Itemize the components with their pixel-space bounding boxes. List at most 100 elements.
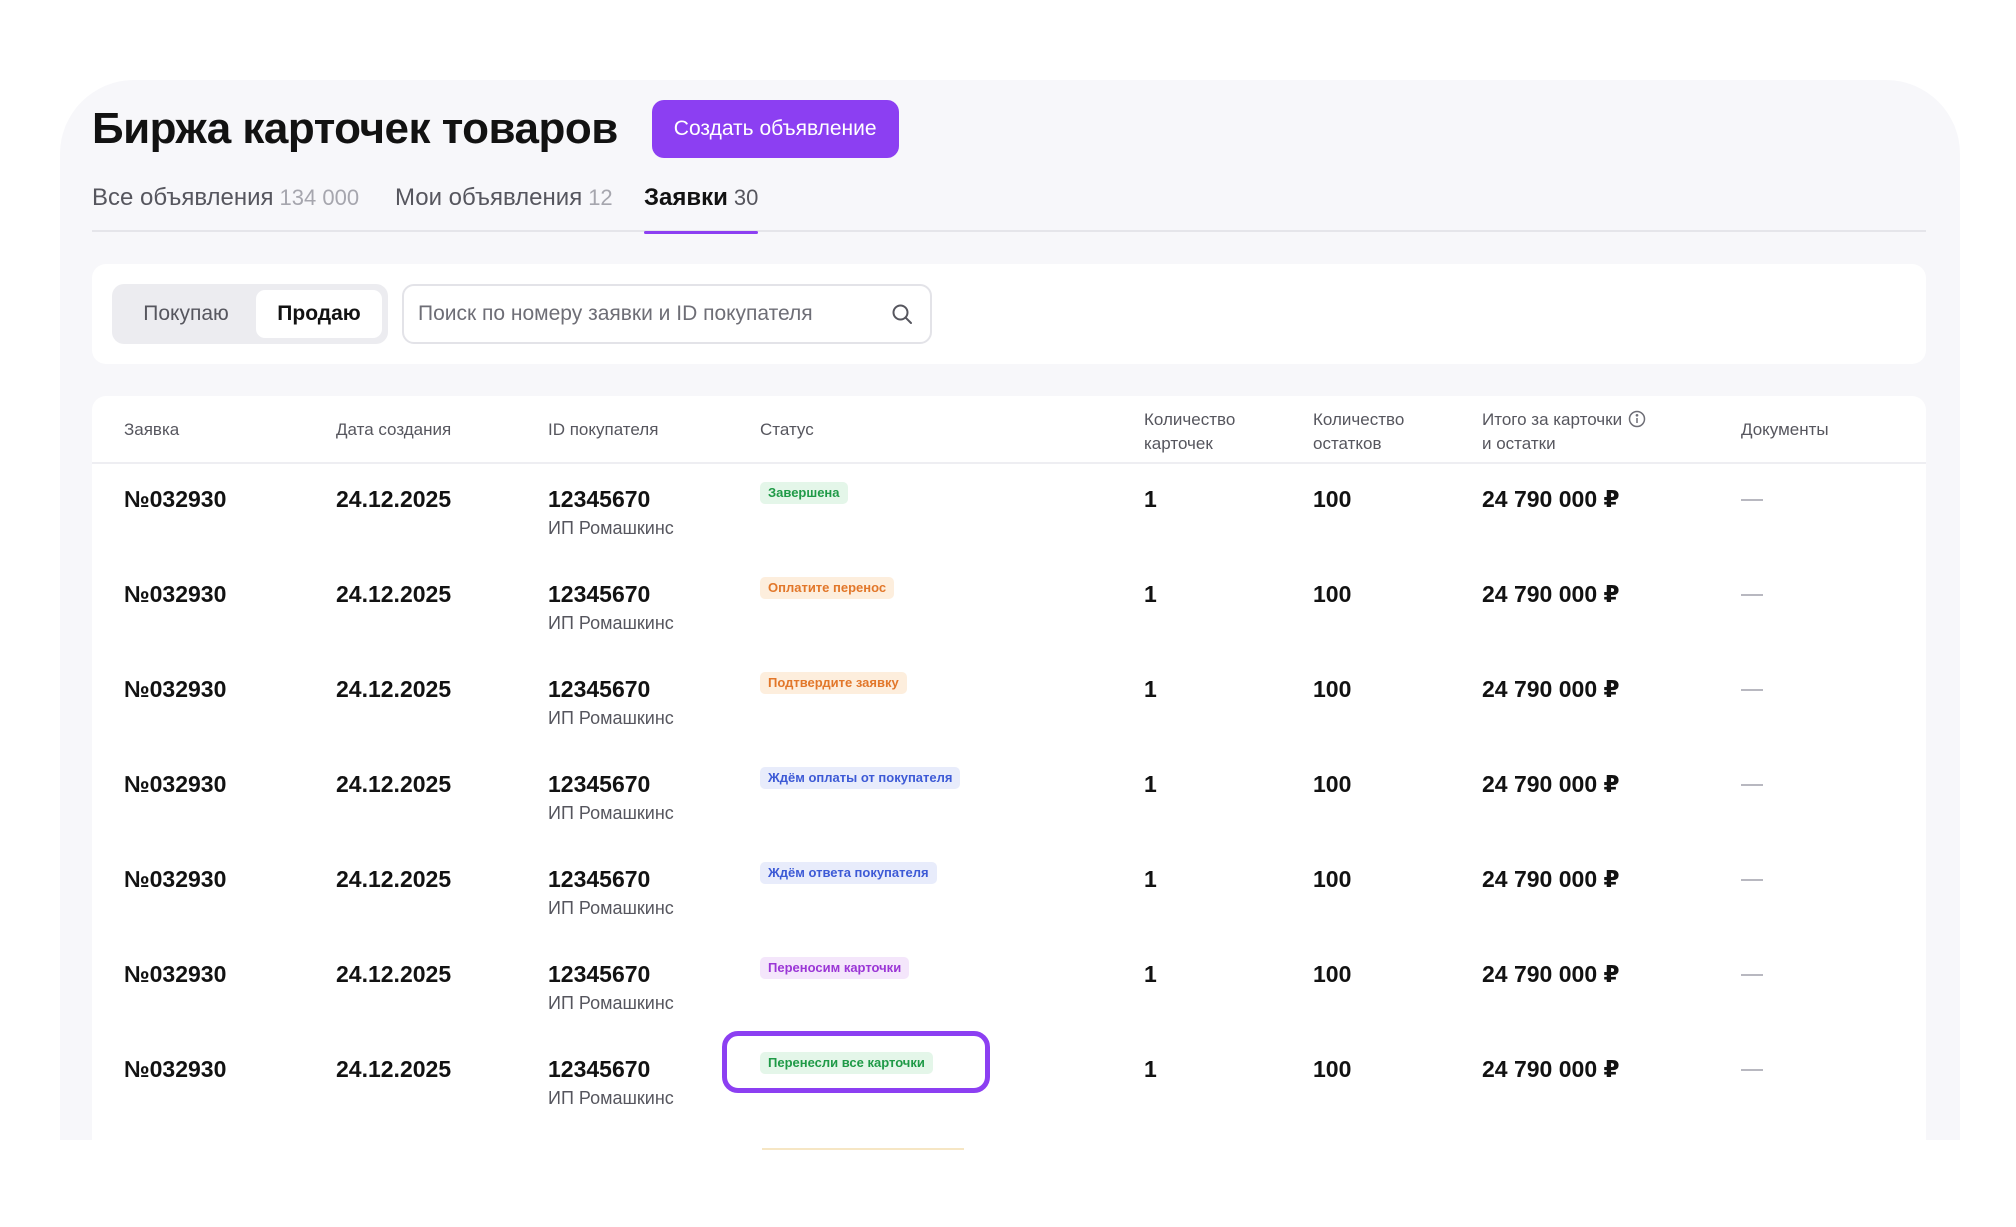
- filter-panel: Покупаю Продаю: [92, 264, 1926, 364]
- buyer-id: 12345670: [548, 771, 651, 797]
- created-date: 24.12.2025: [336, 771, 452, 797]
- requests-table: Заявка Дата создания ID покупателя Стату…: [92, 396, 1926, 1140]
- column-cards-count: Количество карточек: [1144, 408, 1344, 456]
- tab-bar: Все объявления 134 000 Мои объявления 12 З…: [92, 184, 1926, 234]
- created-date: 24.12.2025: [336, 676, 452, 702]
- total-amount: 24 790 000 ₽: [1482, 771, 1620, 797]
- request-number[interactable]: №032930: [124, 771, 227, 797]
- stock-count: 100: [1313, 771, 1352, 797]
- tab-count: 12: [588, 185, 613, 210]
- buyer-name: ИП Ромашкинс: [548, 803, 674, 823]
- buyer-name: ИП Ромашкинс: [548, 898, 674, 918]
- table-row[interactable]: №032930 24.12.2025 12345670 ИП Ромашкинс Опл…: [92, 559, 1926, 654]
- column-label: Количество: [1313, 410, 1405, 429]
- status-badge: Завершена: [760, 482, 848, 504]
- documents-empty-dash: [1741, 879, 1763, 881]
- buyer-id: 12345670: [548, 486, 651, 512]
- search-box: [402, 284, 932, 344]
- column-label: карточек: [1144, 434, 1213, 453]
- status-badge: Подтвердите заявку: [760, 672, 907, 694]
- created-date: 24.12.2025: [336, 486, 452, 512]
- total-amount: 24 790 000 ₽: [1482, 676, 1620, 702]
- next-row-badge-peek: [762, 1148, 964, 1150]
- buyer-id: 12345670: [548, 581, 651, 607]
- stock-count: 100: [1313, 866, 1352, 892]
- tab-requests[interactable]: Заявки 30: [644, 184, 759, 234]
- request-number[interactable]: №032930: [124, 866, 227, 892]
- table-row[interactable]: №032930 24.12.2025 12345670 ИП Ромашкинс Под…: [92, 654, 1926, 749]
- cards-count: 1: [1144, 581, 1157, 607]
- created-date: 24.12.2025: [336, 1056, 452, 1082]
- table-row[interactable]: №032930 24.12.2025 12345670 ИП Ромашкинс Пер…: [92, 939, 1926, 1034]
- cards-count: 1: [1144, 771, 1157, 797]
- total-amount: 24 790 000 ₽: [1482, 486, 1620, 512]
- created-date: 24.12.2025: [336, 581, 452, 607]
- buyer-id: 12345670: [548, 676, 651, 702]
- documents-empty-dash: [1741, 1069, 1763, 1071]
- table-header: Заявка Дата создания ID покупателя Стату…: [92, 396, 1926, 464]
- segment-selling[interactable]: Продаю: [256, 290, 382, 338]
- column-status: Статус: [760, 420, 814, 439]
- status-badge: Оплатите перенос: [760, 577, 895, 599]
- cards-count: 1: [1144, 486, 1157, 512]
- cards-count: 1: [1144, 676, 1157, 702]
- column-request: Заявка: [124, 420, 180, 439]
- column-label: Количество: [1144, 410, 1236, 429]
- table-row[interactable]: №032930 24.12.2025 12345670 ИП Ромашкинс Ждё…: [92, 844, 1926, 939]
- documents-empty-dash: [1741, 974, 1763, 976]
- documents-empty-dash: [1741, 594, 1763, 596]
- created-date: 24.12.2025: [336, 961, 452, 987]
- buyer-id: 12345670: [548, 961, 651, 987]
- documents-empty-dash: [1741, 499, 1763, 501]
- table-row[interactable]: №032930 24.12.2025 12345670 ИП Ромашкинс Пер…: [92, 1034, 1926, 1129]
- search-input[interactable]: [418, 286, 858, 342]
- request-number[interactable]: №032930: [124, 961, 227, 987]
- cards-count: 1: [1144, 1056, 1157, 1082]
- cards-count: 1: [1144, 866, 1157, 892]
- search-icon[interactable]: [890, 302, 914, 326]
- column-label: остатков: [1313, 434, 1382, 453]
- column-label: Итого за карточки: [1482, 408, 1722, 432]
- buyer-name: ИП Ромашкинс: [548, 518, 674, 538]
- buyer-name: ИП Ромашкинс: [548, 1088, 674, 1108]
- request-number[interactable]: №032930: [124, 486, 227, 512]
- tab-label: Мои объявления: [395, 184, 583, 211]
- total-amount: 24 790 000 ₽: [1482, 866, 1620, 892]
- cards-count: 1: [1144, 961, 1157, 987]
- stock-count: 100: [1313, 486, 1352, 512]
- tab-my-listings[interactable]: Мои объявления 12: [395, 184, 613, 232]
- tab-label: Заявки: [644, 184, 728, 211]
- column-stock-count: Количество остатков: [1313, 408, 1513, 456]
- total-amount: 24 790 000 ₽: [1482, 581, 1620, 607]
- request-number[interactable]: №032930: [124, 676, 227, 702]
- column-date: Дата создания: [336, 420, 452, 439]
- tab-count: 134 000: [279, 185, 360, 210]
- total-amount: 24 790 000 ₽: [1482, 1056, 1620, 1082]
- tab-all-listings[interactable]: Все объявления 134 000: [92, 184, 359, 232]
- buyer-id: 12345670: [548, 1056, 651, 1082]
- created-date: 24.12.2025: [336, 866, 452, 892]
- documents-empty-dash: [1741, 689, 1763, 691]
- tab-label: Все объявления: [92, 184, 274, 211]
- column-buyer-id: ID покупателя: [548, 420, 659, 439]
- status-badge: Ждём оплаты от покупателя: [760, 767, 961, 789]
- app-frame: Биржа карточек товаров Создать объявлени…: [60, 80, 1960, 1140]
- page-header: Биржа карточек товаров Создать объявлени…: [92, 100, 899, 158]
- column-documents: Документы: [1741, 420, 1829, 439]
- tab-count: 30: [733, 185, 759, 210]
- column-total: Итого за карточки и остатки: [1482, 408, 1722, 456]
- page-title: Биржа карточек товаров: [92, 104, 618, 153]
- buyer-name: ИП Ромашкинс: [548, 613, 674, 633]
- create-listing-button[interactable]: Создать объявление: [651, 100, 899, 158]
- stock-count: 100: [1313, 1056, 1352, 1082]
- table-row[interactable]: №032930 24.12.2025 12345670 ИП Ромашкинс Зав…: [92, 464, 1926, 559]
- buy-sell-switch: Покупаю Продаю: [112, 284, 388, 344]
- request-number[interactable]: №032930: [124, 1056, 227, 1082]
- total-amount: 24 790 000 ₽: [1482, 961, 1620, 987]
- table-row[interactable]: №032930 24.12.2025 12345670 ИП Ромашкинс Ждё…: [92, 749, 1926, 844]
- column-label: и остатки: [1482, 434, 1556, 453]
- info-icon[interactable]: [1628, 410, 1646, 428]
- segment-buying[interactable]: Покупаю: [143, 302, 229, 325]
- request-number[interactable]: №032930: [124, 581, 227, 607]
- status-badge: Переносим карточки: [760, 957, 910, 979]
